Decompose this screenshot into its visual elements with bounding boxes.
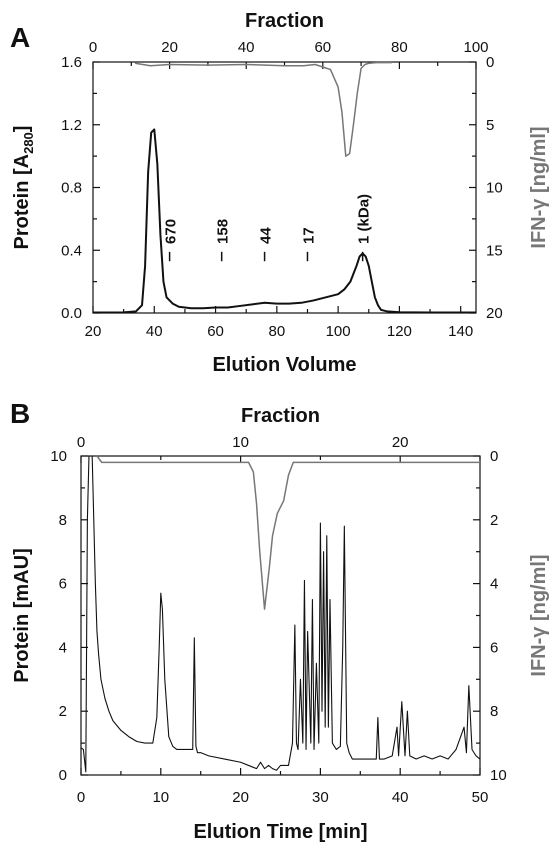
y2-tick-label: 0 bbox=[490, 448, 498, 465]
x-tick-label: 80 bbox=[268, 323, 285, 340]
x-tick-label: 140 bbox=[448, 323, 473, 340]
y-tick-label: 10 bbox=[50, 448, 67, 465]
panel-b: B 0 10 20 30 40 50 0 10 20 0 2 4 6 8 10 0 2 4 6 8 10 Elution T… bbox=[10, 398, 550, 843]
y2-tick-label: 10 bbox=[490, 767, 507, 784]
x-tick-label: 30 bbox=[312, 789, 329, 806]
fraction-tick-label: 40 bbox=[238, 39, 255, 56]
y-tick-label: 0.4 bbox=[61, 242, 82, 259]
y-axis-label: Protein [A280] bbox=[11, 126, 36, 250]
y2-axis-label: IFN-γ [ng/ml] bbox=[528, 126, 550, 248]
y2-tick-label: 15 bbox=[486, 242, 503, 259]
y-tick-label: 0 bbox=[59, 767, 67, 784]
y-axis-label-main: Protein [A bbox=[11, 154, 33, 250]
x-tick-label: 60 bbox=[207, 323, 224, 340]
x-axis-label: Elution Volume bbox=[212, 354, 356, 376]
protein-series-line bbox=[92, 128, 476, 314]
x-tick-label: 120 bbox=[387, 323, 412, 340]
fraction-tick-label: 0 bbox=[89, 39, 97, 56]
x-tick-label: 40 bbox=[392, 789, 409, 806]
y-axis-label-close: ] bbox=[11, 126, 33, 133]
x-tick-label: 100 bbox=[326, 323, 351, 340]
y-tick-label: 6 bbox=[59, 576, 67, 593]
panel-letter: B bbox=[10, 398, 30, 429]
marker-label: 158 bbox=[215, 219, 232, 244]
marker-label: 44 bbox=[258, 227, 275, 244]
fraction-tick-label: 0 bbox=[77, 434, 85, 451]
x-tick-label: 40 bbox=[146, 323, 163, 340]
x-tick-label: 20 bbox=[232, 789, 249, 806]
y2-axis-label: IFN-γ [ng/ml] bbox=[528, 554, 550, 676]
y-tick-label: 1.6 bbox=[61, 54, 82, 71]
y2-tick-label: 8 bbox=[490, 703, 498, 720]
y2-tick-label: 10 bbox=[486, 180, 503, 197]
fraction-tick-label: 20 bbox=[392, 434, 409, 451]
fraction-tick-label: 80 bbox=[391, 39, 408, 56]
fraction-tick-label: 20 bbox=[161, 39, 178, 56]
y2-tick-label: 5 bbox=[486, 117, 494, 134]
fraction-axis-label: Fraction bbox=[241, 405, 320, 427]
marker-label: 670 bbox=[163, 219, 180, 244]
marker-label: 1 (kDa) bbox=[356, 194, 373, 244]
plot-frame bbox=[92, 61, 477, 314]
x-tick-label: 20 bbox=[85, 323, 102, 340]
ifn-series-line bbox=[135, 61, 392, 157]
y-tick-label: 2 bbox=[59, 703, 67, 720]
y2-tick-label: 0 bbox=[486, 54, 494, 71]
y-tick-label: 0.8 bbox=[61, 180, 82, 197]
y-axis-label-subscript: 280 bbox=[21, 132, 36, 154]
x-tick-label: 0 bbox=[77, 789, 85, 806]
x-tick-label: 10 bbox=[152, 789, 169, 806]
y-tick-label: 8 bbox=[59, 512, 67, 529]
y2-tick-label: 4 bbox=[490, 576, 498, 593]
marker-label: 17 bbox=[300, 227, 317, 244]
y2-tick-label: 20 bbox=[486, 305, 503, 322]
protein-series-line bbox=[80, 455, 481, 773]
plot-frame bbox=[80, 455, 481, 776]
fraction-axis-label: Fraction bbox=[245, 10, 324, 32]
fraction-tick-label: 10 bbox=[232, 434, 249, 451]
fraction-tick-label: 100 bbox=[463, 39, 488, 56]
y-axis-label: Protein [mAU] bbox=[11, 548, 33, 682]
x-axis-label: Elution Time [min] bbox=[193, 821, 367, 843]
y-tick-label: 0.0 bbox=[61, 305, 82, 322]
y-tick-label: 4 bbox=[59, 639, 67, 656]
y-tick-label: 1.2 bbox=[61, 117, 82, 134]
fraction-tick-label: 60 bbox=[314, 39, 331, 56]
y2-tick-label: 6 bbox=[490, 639, 498, 656]
ifn-series-line bbox=[96, 455, 480, 610]
x-tick-label: 50 bbox=[472, 789, 489, 806]
y2-tick-label: 2 bbox=[490, 512, 498, 529]
panel-letter: A bbox=[10, 22, 30, 53]
